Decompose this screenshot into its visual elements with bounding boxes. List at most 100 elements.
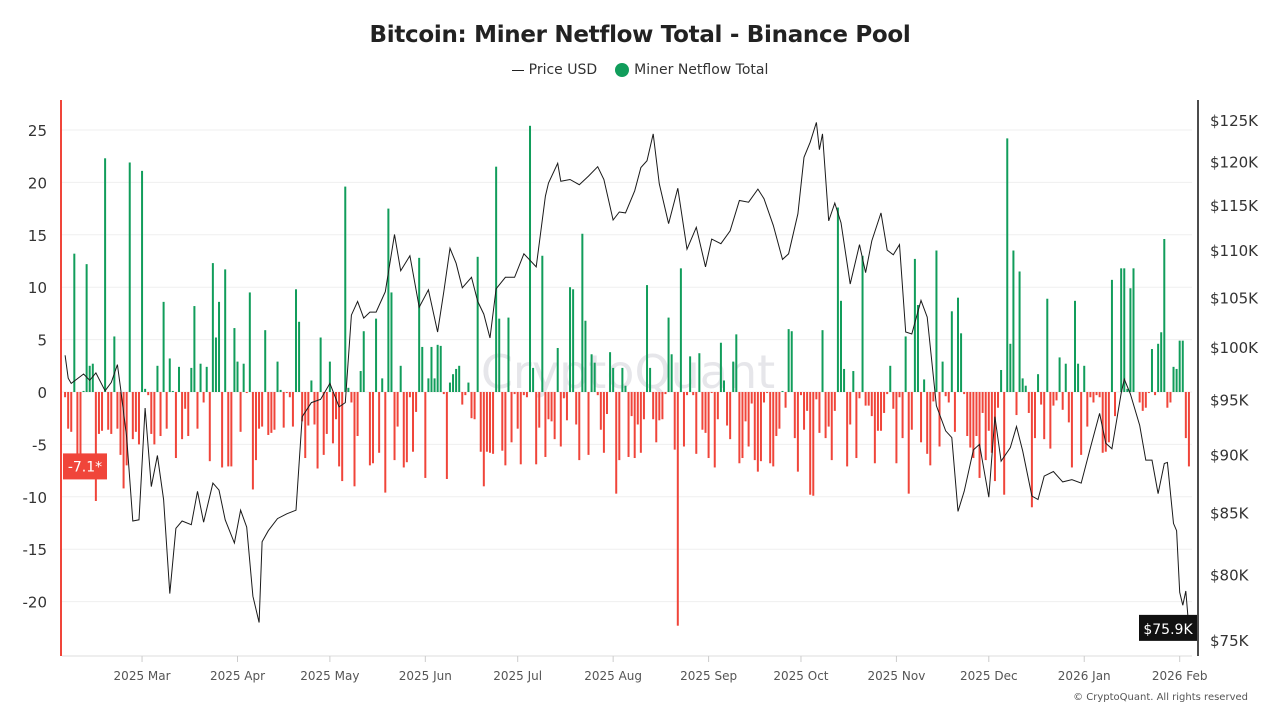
netflow-bar (861, 255, 864, 392)
netflow-bar (341, 392, 344, 482)
netflow-bar (670, 354, 673, 392)
y-left-tick-label: 25 (28, 122, 47, 140)
netflow-bar (575, 392, 578, 425)
netflow-bar (331, 392, 334, 444)
netflow-bar (719, 342, 722, 392)
netflow-bar (633, 392, 636, 459)
netflow-bar (667, 317, 670, 392)
netflow-bar (547, 392, 550, 420)
netflow-bar (1006, 138, 1009, 392)
netflow-bar (646, 285, 649, 392)
netflow-bar (171, 390, 174, 392)
netflow-bar (1061, 392, 1064, 410)
netflow-bar (529, 125, 532, 393)
netflow-bar (384, 392, 387, 493)
netflow-bar (452, 374, 455, 392)
x-tick-label: 2025 Jul (493, 669, 542, 683)
netflow-bar (362, 331, 365, 392)
netflow-bar (282, 392, 285, 428)
netflow-bar (94, 392, 97, 501)
netflow-bar (390, 292, 393, 392)
netflow-bar (966, 392, 969, 437)
netflow-bar (482, 392, 485, 487)
netflow-bar (1052, 392, 1055, 406)
netflow-bar (950, 311, 953, 392)
netflow-bar (338, 392, 341, 467)
netflow-bar (735, 334, 738, 392)
netflow-bar (67, 392, 70, 429)
netflow-bar (821, 330, 824, 392)
netflow-bar (1172, 366, 1175, 392)
netflow-bar (375, 318, 378, 392)
netflow-bar (501, 392, 504, 451)
netflow-bar (605, 392, 608, 415)
y-left-tick-label: -5 (32, 436, 47, 454)
netflow-bar (408, 392, 411, 398)
netflow-bar (1104, 392, 1107, 452)
netflow-bar (1187, 392, 1190, 467)
legend-item-price[interactable]: Price USD (511, 62, 598, 78)
netflow-bar (1073, 300, 1076, 392)
netflow-bar (448, 382, 451, 392)
netflow-bar (892, 392, 895, 409)
netflow-bar (476, 256, 479, 392)
netflow-bar (211, 263, 214, 392)
netflow-bar (371, 392, 374, 464)
netflow-bar (1114, 392, 1117, 417)
netflow-bar (131, 392, 134, 440)
netflow-bar (827, 392, 830, 427)
netflow-bar (1018, 271, 1021, 392)
netflow-bar (956, 297, 959, 392)
netflow-bar (716, 392, 719, 420)
netflow-bar (381, 378, 384, 392)
netflow-bar (880, 392, 883, 431)
netflow-bar (732, 361, 735, 392)
netflow-bar (581, 233, 584, 392)
netflow-bar (729, 392, 732, 440)
netflow-bar (162, 301, 165, 392)
netflow-bar (1144, 392, 1147, 408)
netflow-bar (975, 392, 978, 437)
netflow-bar (1033, 392, 1036, 439)
netflow-bar (584, 320, 587, 392)
netflow-bar (344, 186, 347, 392)
line-marker-icon (511, 69, 524, 71)
netflow-bar (839, 300, 842, 392)
netflow-bar (525, 392, 528, 398)
netflow-bar (981, 392, 984, 413)
netflow-bar (916, 305, 919, 392)
legend-label-price: Price USD (528, 62, 598, 78)
y-left-tick-label: 15 (28, 227, 47, 245)
netflow-bar (116, 392, 119, 429)
y-left-tick-label: -10 (23, 489, 48, 507)
netflow-bar (510, 392, 513, 443)
netflow-bar (652, 392, 655, 420)
netflow-bar (618, 392, 621, 461)
netflow-bar (1107, 392, 1110, 443)
netflow-bar (1089, 392, 1092, 398)
netflow-bar (753, 392, 756, 461)
netflow-bar (738, 392, 741, 464)
netflow-bar (596, 392, 599, 396)
netflow-bar (870, 392, 873, 417)
netflow-bar (218, 301, 221, 392)
netflow-bar (1037, 374, 1040, 392)
legend-item-netflow[interactable]: Miner Netflow Total (615, 62, 768, 78)
netflow-bar (1123, 268, 1126, 392)
chart-title: Bitcoin: Miner Netflow Total - Binance P… (369, 22, 911, 48)
netflow-bar (550, 392, 553, 422)
netflow-bar (270, 392, 273, 433)
netflow-bar (787, 329, 790, 392)
x-tick-label: 2025 Apr (210, 669, 265, 683)
netflow-bar (202, 392, 205, 403)
netflow-bar (88, 365, 91, 392)
netflow-bar (1077, 363, 1080, 392)
netflow-bar (658, 392, 661, 421)
netflow-bar (559, 392, 562, 447)
netflow-bar (285, 392, 288, 394)
netflow-bar (833, 392, 836, 411)
netflow-bar (433, 378, 436, 392)
netflow-bar (1154, 392, 1157, 396)
netflow-bar (273, 392, 276, 430)
